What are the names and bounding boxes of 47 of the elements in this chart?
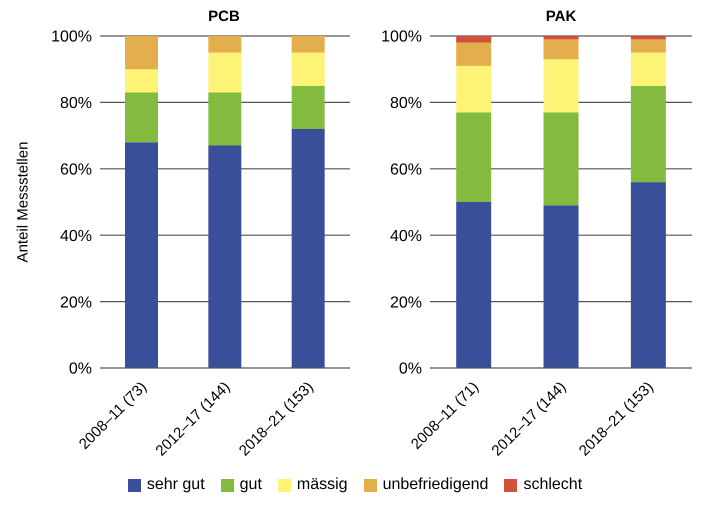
y-tick-label: 80% [390, 95, 422, 112]
y-axis-title: Anteil Messstellen [14, 142, 32, 262]
bar [208, 146, 242, 368]
bar [456, 36, 492, 43]
bar [630, 86, 666, 182]
bar [544, 39, 579, 60]
y-tick-label: 20% [60, 294, 92, 312]
bar [630, 52, 666, 86]
bar [544, 59, 579, 112]
y-tick-label: 0% [398, 360, 422, 378]
bar [544, 36, 579, 40]
bar [292, 52, 325, 86]
legend-label: unbefriedigend [382, 476, 488, 494]
bar [630, 182, 666, 368]
bar [544, 112, 579, 206]
bar [292, 36, 325, 53]
bar [208, 36, 242, 53]
bar [125, 69, 158, 92]
y-tick-label: 100% [381, 28, 422, 46]
bar [125, 92, 158, 142]
y-tick-label: 40% [390, 228, 422, 245]
y-tick-label: 60% [60, 161, 92, 178]
y-tick-label: 0% [68, 360, 92, 378]
y-tick-label: 80% [60, 95, 92, 112]
y-tick-label: 40% [60, 228, 92, 245]
y-tick-label: 20% [390, 294, 422, 312]
legend-label: sehr gut [146, 476, 205, 494]
y-tick-label: 100% [51, 28, 92, 46]
bar [208, 52, 242, 92]
legend-label: mässig [296, 476, 348, 494]
chart-title: PCB [207, 8, 241, 27]
bar [630, 39, 666, 53]
bar [630, 36, 666, 40]
bar [125, 36, 158, 70]
bar [125, 142, 158, 368]
bar [544, 205, 579, 368]
bar [456, 42, 492, 66]
bar [456, 202, 492, 368]
legend-label: schlecht [523, 476, 582, 494]
legend-label: gut [240, 476, 262, 494]
chart-title: PAK [544, 8, 578, 27]
bar [456, 112, 492, 202]
y-tick-label: 60% [390, 161, 422, 178]
bar [292, 128, 325, 368]
bar [456, 66, 492, 112]
bar [208, 92, 242, 146]
bar [292, 86, 325, 129]
